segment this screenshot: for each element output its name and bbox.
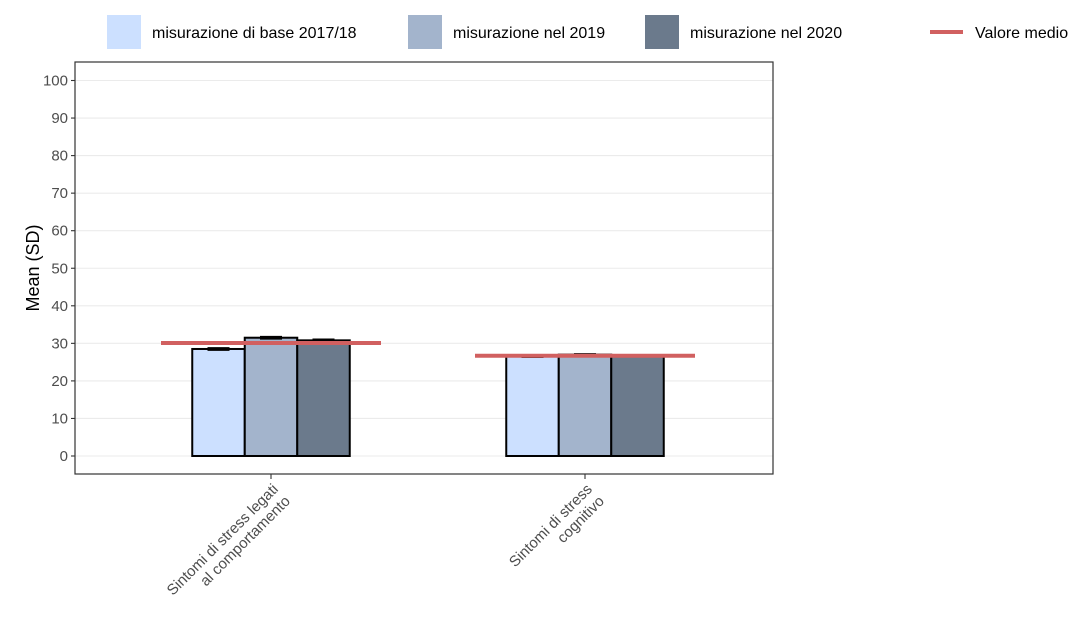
y-tick-label: 100 — [43, 73, 68, 90]
bar — [296, 339, 351, 458]
bar — [191, 347, 246, 458]
grid-lines — [75, 79, 773, 457]
y-tick-label: 30 — [51, 335, 68, 352]
y-tick-label: 40 — [51, 298, 68, 315]
legend-swatch — [645, 15, 679, 49]
y-tick-label: 70 — [51, 185, 68, 202]
y-tick-label: 50 — [51, 260, 68, 277]
y-tick-label: 90 — [51, 110, 68, 127]
legend-swatch — [107, 15, 141, 49]
x-axis: Sintomi di stress legatial comportamento… — [164, 474, 608, 611]
x-tick-label: Sintomi di stress legatial comportamento — [164, 481, 294, 611]
y-tick-label: 10 — [51, 410, 68, 427]
bar — [505, 355, 560, 457]
y-axis: 0 10 20 30 40 50 60 70 80 90 100 — [43, 73, 75, 465]
y-axis-title: Mean (SD) — [23, 224, 43, 311]
legend-swatch — [408, 15, 442, 49]
x-tick-label-line: Sintomi di stress legati — [164, 481, 282, 599]
legend-label: Valore medio — [975, 25, 1068, 42]
legend-label: misurazione nel 2020 — [690, 25, 842, 42]
x-tick-label: Sintomi di stresscognitivo — [506, 481, 608, 583]
mean-lines — [161, 340, 695, 358]
y-tick-label: 80 — [51, 148, 68, 165]
legend: misurazione di base 2017/18 misurazione n… — [107, 15, 1068, 49]
bar — [610, 354, 665, 457]
y-tick-label: 60 — [51, 223, 68, 240]
bar — [243, 336, 299, 457]
bar — [557, 353, 613, 457]
legend-label: misurazione nel 2019 — [453, 25, 605, 42]
y-tick-label: 0 — [60, 448, 68, 465]
legend-label: misurazione di base 2017/18 — [152, 25, 357, 42]
bars — [191, 336, 665, 458]
y-tick-label: 20 — [51, 373, 68, 390]
